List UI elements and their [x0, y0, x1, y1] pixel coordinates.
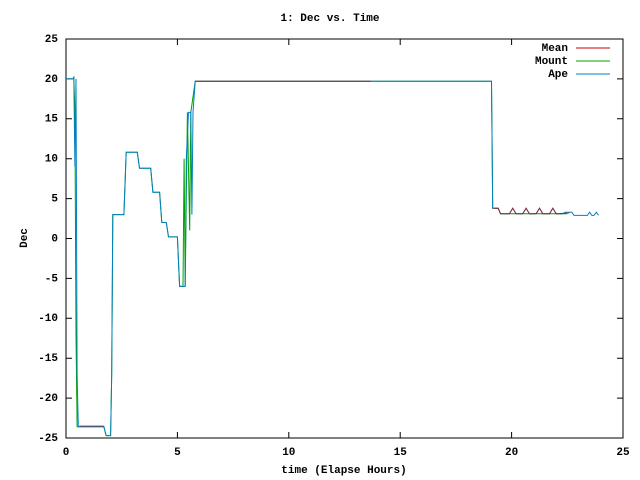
- x-tick-label: 0: [63, 447, 70, 459]
- y-tick-label: 5: [51, 194, 58, 206]
- series-line: [66, 75, 599, 437]
- legend-label: Mount: [535, 56, 568, 68]
- series-line: [79, 80, 570, 427]
- x-tick-label: 20: [505, 447, 518, 459]
- y-tick-label: 20: [45, 74, 58, 86]
- y-axis-label: Dec: [19, 228, 31, 248]
- y-tick-label: 10: [45, 154, 58, 166]
- legend-label: Ape: [548, 69, 568, 81]
- x-axis-label: time (Elapse Hours): [281, 465, 406, 477]
- chart-title: 1: Dec vs. Time: [280, 13, 379, 25]
- legend-label: Mean: [542, 43, 568, 55]
- plot-frame: [65, 38, 624, 439]
- x-tick-label: 5: [174, 447, 181, 459]
- x-tick-label: 15: [394, 447, 408, 459]
- x-tick-label: 25: [616, 447, 630, 459]
- y-tick-label: 25: [45, 34, 59, 46]
- y-tick-label: -25: [38, 433, 58, 445]
- y-tick-label: -20: [38, 393, 58, 405]
- y-tick-label: 0: [51, 233, 58, 245]
- y-tick-label: -15: [38, 353, 58, 365]
- y-tick-label: -10: [38, 313, 58, 325]
- x-tick-label: 10: [282, 447, 295, 459]
- y-tick-label: 15: [45, 114, 59, 126]
- y-tick-label: -5: [45, 273, 59, 285]
